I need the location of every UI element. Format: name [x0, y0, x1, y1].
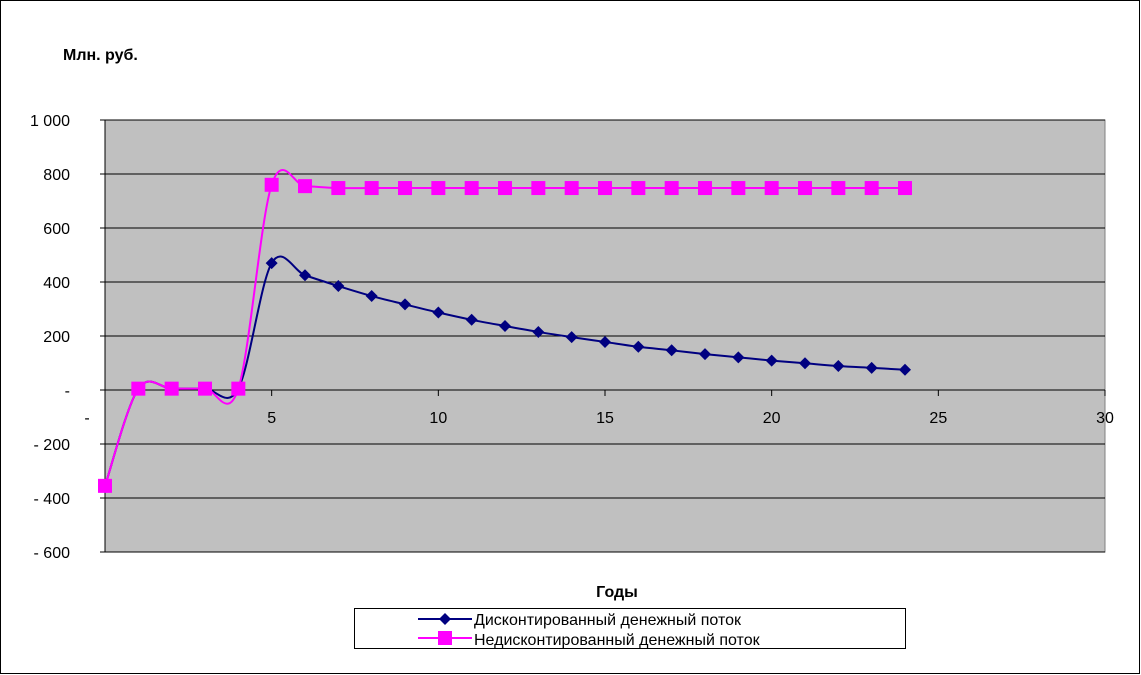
data-point-diamond	[432, 306, 445, 319]
data-point-square	[631, 181, 646, 196]
data-point-diamond	[332, 280, 345, 293]
y-tick-label: - 200	[34, 437, 71, 454]
x-tick-label: 25	[929, 410, 947, 427]
data-point-diamond	[465, 313, 478, 326]
legend-label-undiscounted: Недисконтированный денежный поток	[474, 632, 761, 649]
gridlines	[100, 119, 1105, 553]
y-tick-labels: 1 000 800 600 400 200 - - 200 - 400 - 600	[30, 113, 70, 562]
legend: Дисконтированный денежный поток Недискон…	[354, 608, 906, 649]
data-point-diamond	[732, 351, 745, 364]
x-tick-label: 30	[1096, 410, 1114, 427]
data-point-diamond	[765, 354, 778, 367]
x-tick-label: 15	[596, 410, 614, 427]
data-point-square	[764, 181, 779, 196]
legend-item-undiscounted: Недисконтированный денежный поток	[418, 631, 761, 649]
x-tick-label: 10	[429, 410, 447, 427]
x-tick-labels: - 5 10 15 20 25 30	[84, 410, 1114, 427]
y-tick-label: 800	[43, 167, 70, 184]
x-tick-label: 20	[763, 410, 781, 427]
data-point-diamond	[532, 325, 545, 338]
data-point-square	[731, 181, 746, 196]
y-tick-label: 400	[43, 275, 70, 292]
data-point-diamond	[899, 363, 911, 376]
data-point-square	[364, 181, 379, 196]
data-point-diamond	[299, 269, 311, 282]
data-point-square	[431, 181, 446, 196]
data-point-square	[198, 381, 212, 396]
x-tick-label: -	[84, 410, 89, 427]
data-point-square	[131, 381, 146, 396]
legend-label-discounted: Дисконтированный денежный поток	[474, 612, 742, 629]
data-point-square	[664, 181, 679, 196]
x-axis-label: Годы	[596, 584, 638, 601]
data-point-square	[798, 181, 812, 196]
data-point-diamond	[399, 298, 411, 311]
legend-item-discounted: Дисконтированный денежный поток	[418, 612, 742, 629]
data-point-square	[864, 181, 879, 196]
y-tick-label: 600	[43, 221, 70, 238]
y-axis-label: Млн. руб.	[63, 47, 138, 64]
y-tick-label: - 400	[34, 491, 71, 508]
y-tick-label: -	[65, 383, 70, 400]
data-point-square	[898, 181, 912, 196]
data-point-diamond	[499, 320, 511, 333]
data-point-square	[831, 181, 846, 196]
y-tick-label: 1 000	[30, 113, 70, 130]
series-lines	[98, 169, 912, 493]
data-point-diamond	[832, 359, 845, 372]
data-point-diamond	[865, 361, 878, 374]
data-point-square	[331, 181, 346, 196]
data-point-diamond	[665, 344, 678, 357]
data-point-diamond	[365, 290, 378, 303]
legend-marker-undiscounted	[438, 631, 452, 645]
data-point-square	[498, 181, 512, 196]
data-point-square	[464, 181, 479, 196]
data-point-square	[264, 177, 279, 192]
data-point-square	[564, 181, 579, 196]
data-point-square	[531, 181, 546, 196]
y-tick-label: 200	[43, 329, 70, 346]
data-point-square	[164, 381, 179, 396]
data-point-square	[598, 181, 612, 196]
data-point-diamond	[632, 340, 645, 353]
data-point-square	[698, 181, 712, 196]
data-point-diamond	[565, 331, 578, 344]
data-point-diamond	[699, 348, 711, 361]
data-point-square	[98, 478, 112, 493]
data-point-square	[231, 381, 246, 396]
data-point-diamond	[599, 335, 611, 348]
legend-marker-discounted	[439, 613, 451, 625]
data-point-diamond	[265, 257, 278, 270]
x-tick-label: 5	[267, 410, 276, 427]
y-tick-label: - 600	[34, 545, 71, 562]
data-point-square	[398, 181, 412, 196]
data-point-diamond	[799, 357, 811, 370]
data-point-square	[298, 179, 312, 194]
